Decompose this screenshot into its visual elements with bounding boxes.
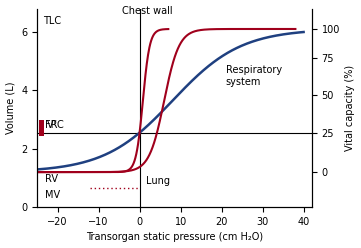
Text: RV: RV xyxy=(45,174,58,184)
Text: Respiratory
system: Respiratory system xyxy=(226,65,282,87)
Text: MV: MV xyxy=(45,190,60,200)
Text: Vᵀ: Vᵀ xyxy=(47,120,58,130)
Bar xyxy=(39,121,44,133)
Text: Chest wall: Chest wall xyxy=(122,6,173,16)
Text: TLC: TLC xyxy=(43,16,61,26)
Y-axis label: Vital capacity (%): Vital capacity (%) xyxy=(345,65,356,151)
Bar xyxy=(39,133,44,136)
Y-axis label: Volume (L): Volume (L) xyxy=(5,82,16,134)
Text: Lung: Lung xyxy=(146,177,170,186)
Text: FRC: FRC xyxy=(45,120,64,130)
X-axis label: Transorgan static pressure (cm H₂O): Transorgan static pressure (cm H₂O) xyxy=(86,232,263,243)
